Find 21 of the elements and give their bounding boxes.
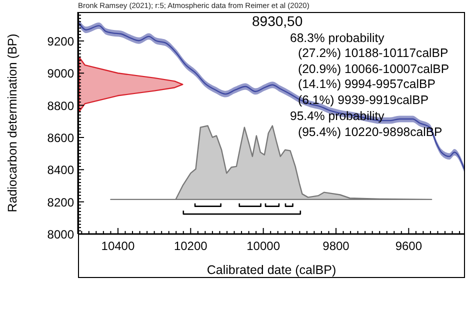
x-tick-label: 9800 — [322, 239, 350, 253]
y-tick-label: 8200 — [47, 195, 74, 210]
y-tick-label: 8400 — [47, 163, 74, 178]
annotation: (20.9%) 10066-10007calBP — [298, 62, 450, 77]
annotation: (27.2%) 10188-10117calBP — [298, 46, 448, 61]
x-tick-label: 10000 — [246, 239, 280, 253]
x-tick-label: 10400 — [101, 239, 135, 253]
y-tick-label: 9000 — [47, 66, 74, 81]
annotation: (14.1%) 9994-9957calBP — [298, 77, 436, 92]
y-tick-label: 8800 — [47, 98, 74, 113]
y-tick-label: 8600 — [47, 130, 74, 145]
x-axis-title: Calibrated date (calBP) — [206, 263, 336, 277]
x-tick-label: 10200 — [174, 239, 208, 253]
annotation: 95.4% probability — [290, 109, 384, 124]
annotation: 8930,50 — [252, 13, 303, 30]
annotation: 68.3% probability — [290, 31, 384, 46]
y-tick-label: 8000 — [47, 228, 74, 242]
x-tick-label: 9600 — [395, 239, 422, 253]
annotation: (6.1%) 9939-9919calBP — [298, 93, 429, 108]
y-tick-label: 9200 — [47, 34, 74, 48]
y-axis-title: Radiocarbon determination (BP) — [5, 34, 20, 212]
